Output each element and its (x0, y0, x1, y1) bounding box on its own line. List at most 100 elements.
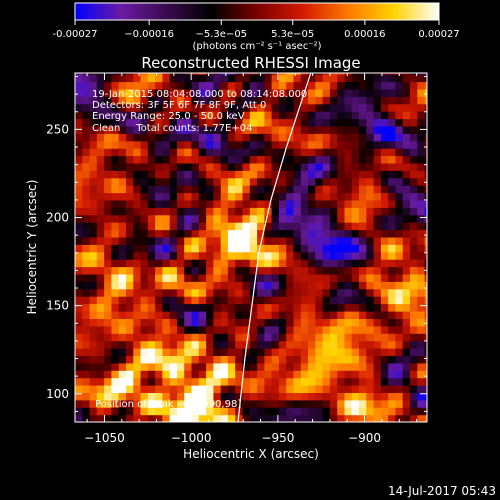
heatmap-cell (249, 281, 258, 290)
heatmap-cell (293, 88, 302, 97)
heatmap-cell (380, 103, 389, 112)
heatmap-cell (264, 222, 273, 231)
heatmap-cell (198, 185, 207, 194)
heatmap-cell (169, 288, 178, 297)
heatmap-cell (89, 236, 98, 245)
heatmap-cell (111, 162, 120, 171)
heatmap-cell (344, 259, 353, 268)
heatmap-cell (220, 96, 229, 105)
heatmap-cell (227, 140, 236, 149)
heatmap-cell (264, 251, 273, 260)
heatmap-cell (147, 377, 156, 386)
heatmap-cell (359, 259, 367, 268)
heatmap-cell (257, 155, 265, 164)
heatmap-cell (351, 399, 360, 408)
heatmap-cell (96, 229, 105, 238)
heatmap-cell (322, 414, 331, 422)
heatmap-cell (126, 251, 134, 260)
heatmap-cell (155, 155, 163, 164)
heatmap-cell (337, 288, 346, 297)
heatmap-cell (242, 348, 251, 356)
heatmap-cell (206, 348, 214, 356)
heatmap-cell (82, 177, 91, 186)
heatmap-cell (395, 288, 404, 297)
heatmap-cell (424, 192, 427, 201)
heatmap-cell (402, 311, 411, 319)
heatmap-cell (220, 125, 229, 134)
heatmap-cell (206, 296, 214, 305)
heatmap-cell (140, 273, 149, 282)
heatmap-cell (293, 133, 302, 142)
heatmap-cell (184, 96, 193, 105)
heatmap-cell (184, 399, 193, 408)
heatmap-cell (155, 259, 163, 268)
heatmap-cell (82, 207, 91, 216)
heatmap-cell (380, 88, 389, 97)
heatmap-cell (359, 148, 367, 157)
heatmap-cell (264, 392, 273, 401)
heatmap-cell (155, 73, 163, 75)
y-axis-label: Heliocentric Y (arcsec) (25, 180, 39, 315)
heatmap-cell (96, 414, 105, 422)
heatmap-cell (286, 311, 295, 319)
heatmap-cell (388, 355, 397, 364)
heatmap-cell (380, 318, 389, 327)
heatmap-cell (89, 318, 98, 327)
heatmap-cell (118, 133, 127, 142)
heatmap-cell (388, 311, 397, 319)
heatmap-cell (169, 259, 178, 268)
heatmap-cell (104, 88, 112, 97)
heatmap-cell (373, 214, 382, 223)
heatmap-cell (351, 244, 360, 253)
heatmap-cell (213, 377, 222, 386)
heatmap-cell (417, 318, 426, 327)
heatmap-cell (286, 244, 295, 253)
heatmap-cell (104, 222, 112, 231)
heatmap-cell (249, 296, 258, 305)
heatmap-cell (118, 340, 127, 349)
heatmap-cell (111, 73, 120, 75)
heatmap-cell (235, 303, 244, 312)
heatmap-cell (322, 103, 331, 112)
heatmap-cell (271, 177, 280, 186)
heatmap-cell (242, 325, 251, 334)
heatmap-cell (308, 125, 316, 134)
heatmap-cell (220, 74, 229, 83)
heatmap-cell (191, 148, 200, 157)
heatmap-cell (162, 340, 171, 349)
heatmap-cell (380, 325, 389, 334)
heatmap-cell (82, 362, 91, 371)
heatmap-cell (118, 392, 127, 401)
heatmap-cell (235, 355, 244, 364)
heatmap-cell (169, 362, 178, 371)
heatmap-cell (118, 162, 127, 171)
heatmap-cell (96, 281, 105, 290)
heatmap-cell (104, 340, 112, 349)
heatmap-cell (184, 377, 193, 386)
heatmap-cell (162, 348, 171, 356)
heatmap-cell (213, 214, 222, 223)
heatmap-cell (213, 103, 222, 112)
heatmap-cell (104, 251, 112, 260)
heatmap-cell (184, 414, 193, 422)
heatmap-cell (111, 273, 120, 282)
heatmap-cell (126, 355, 134, 364)
heatmap-cell (220, 222, 229, 231)
heatmap-cell (162, 399, 171, 408)
heatmap-cell (417, 251, 426, 260)
heatmap-cell (293, 214, 302, 223)
heatmap-cell (118, 96, 127, 105)
heatmap-cell (315, 118, 324, 127)
heatmap-cell (344, 162, 353, 171)
heatmap-cell (286, 355, 295, 364)
heatmap-cell (220, 333, 229, 342)
heatmap-cell (198, 170, 207, 179)
heatmap-cell (140, 288, 149, 297)
heatmap-cell (213, 111, 222, 120)
heatmap-cell (206, 377, 214, 386)
heatmap-cell (402, 155, 411, 164)
heatmap-cell (126, 81, 134, 90)
heatmap-cell (373, 155, 382, 164)
heatmap-cell (395, 407, 404, 416)
heatmap-cell (402, 148, 411, 157)
